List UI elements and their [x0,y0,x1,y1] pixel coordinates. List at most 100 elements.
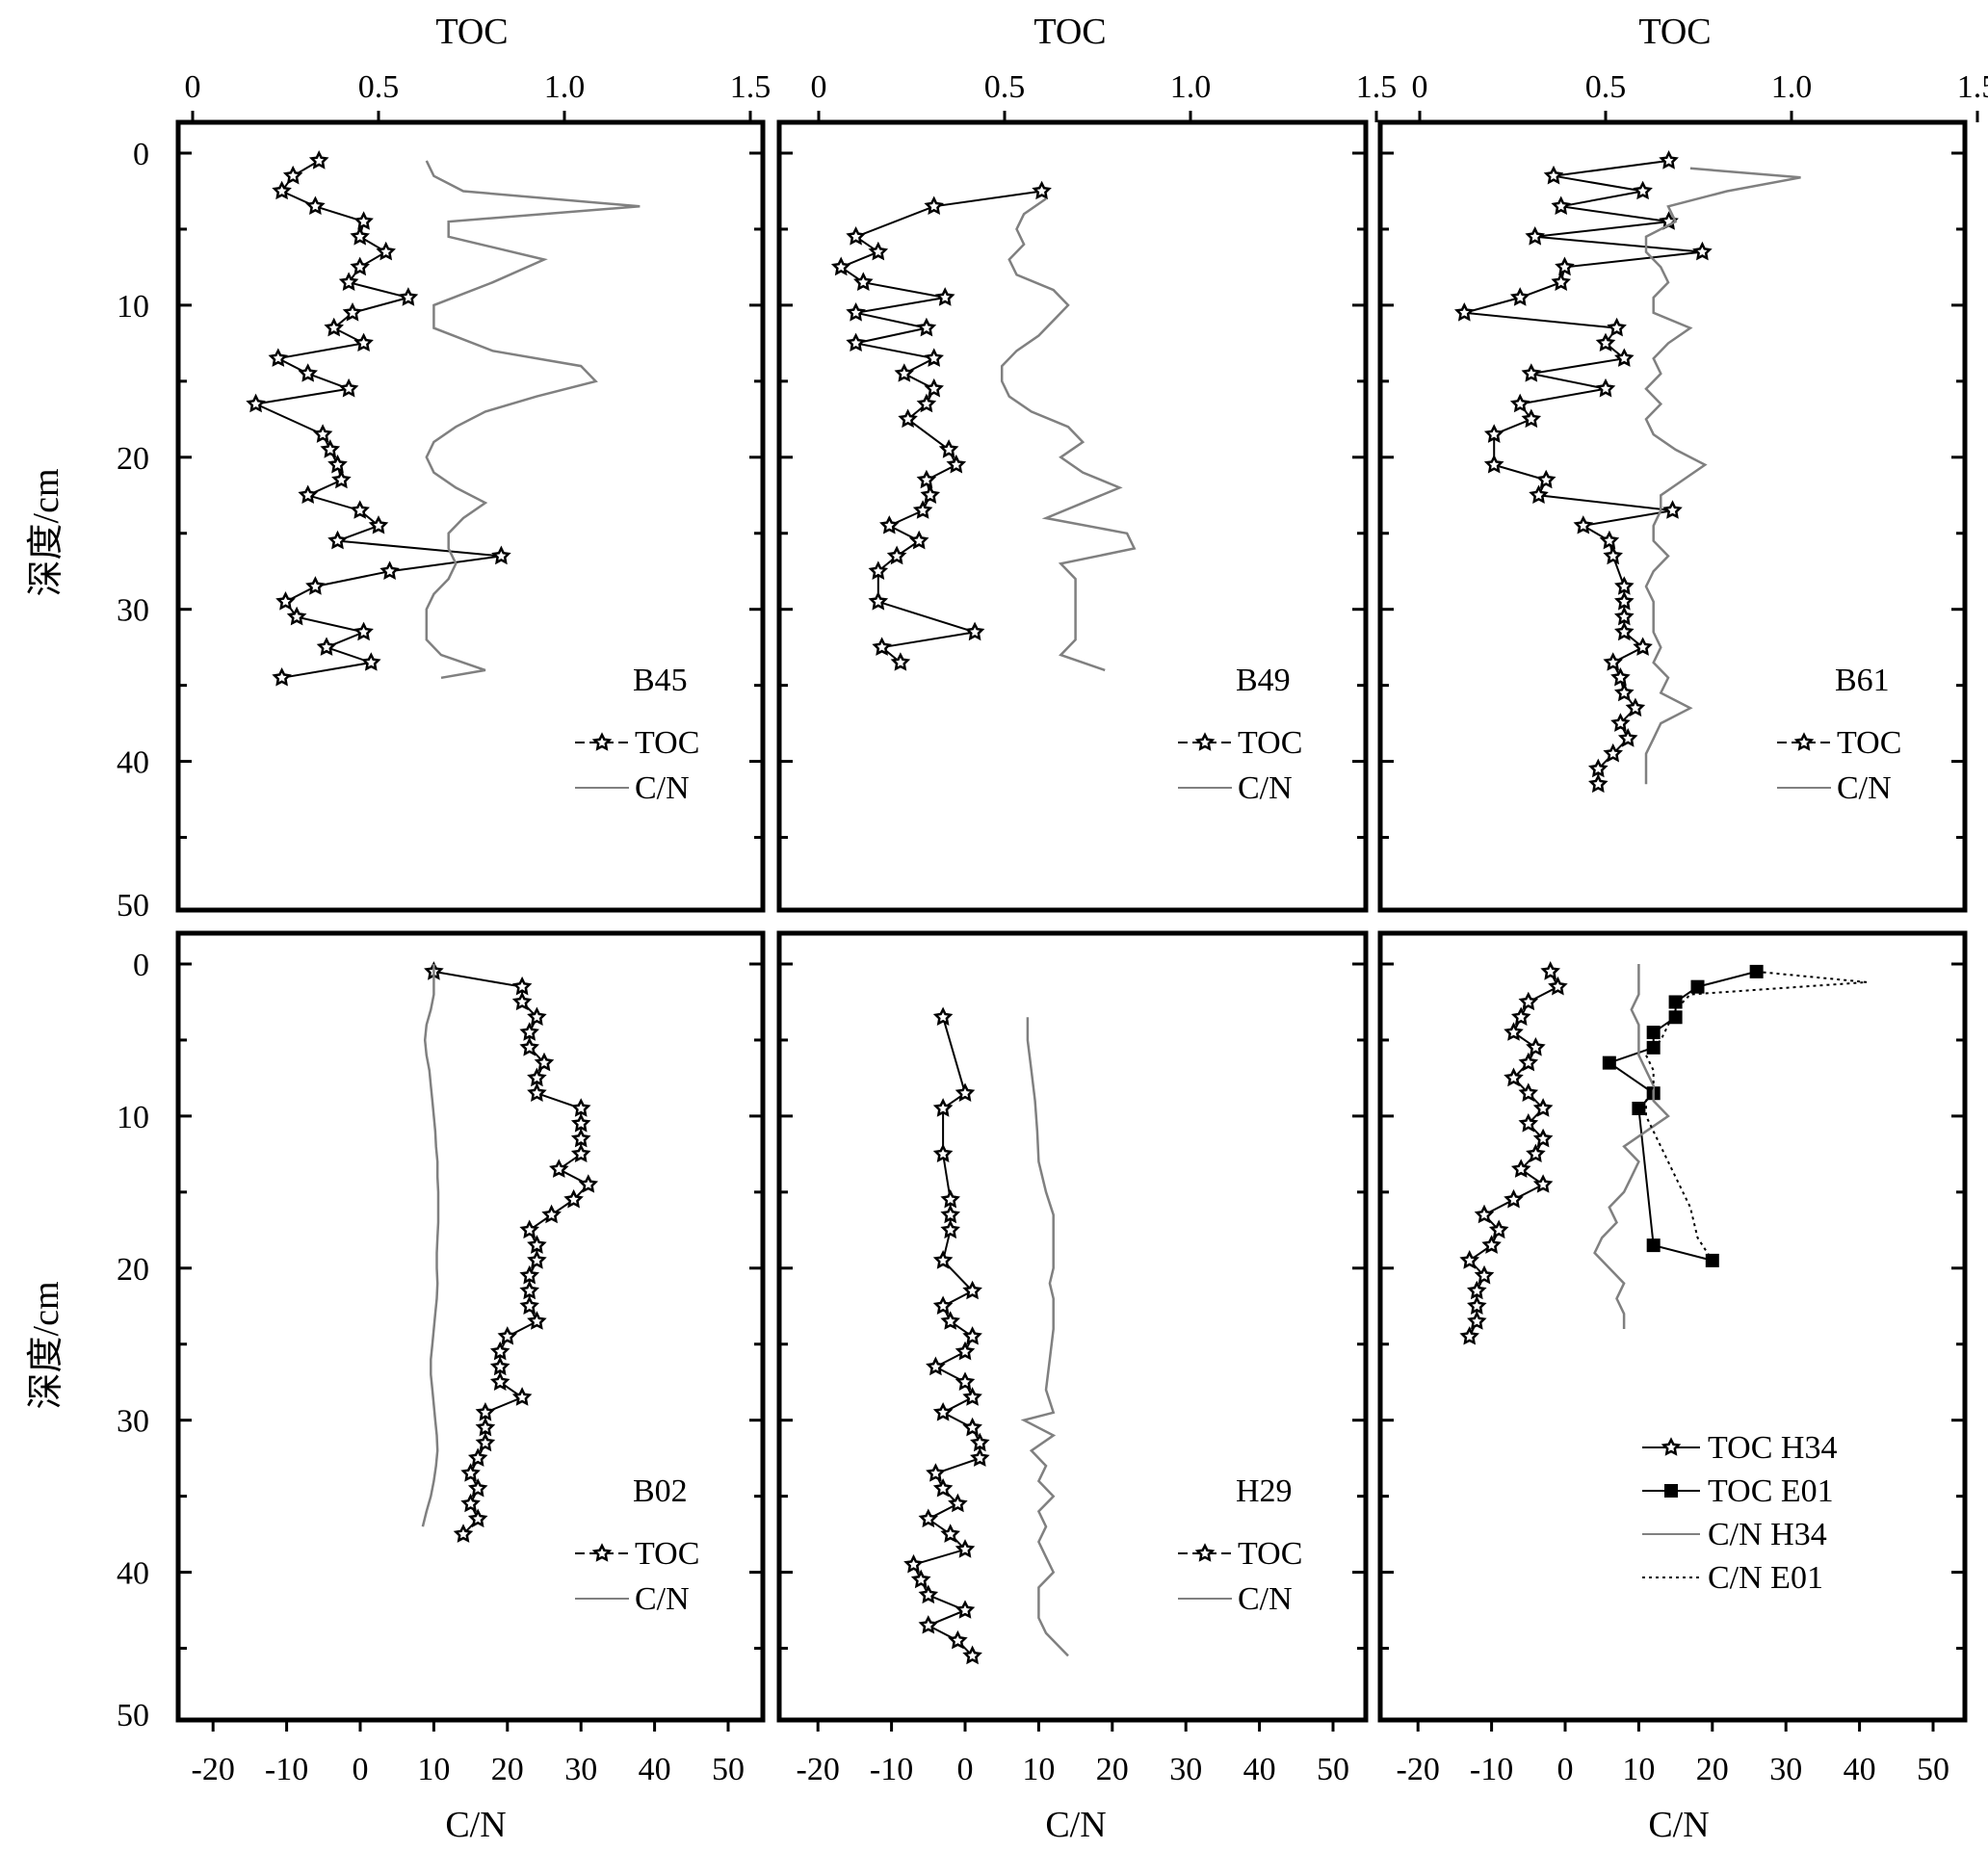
data-point [830,256,851,276]
data-point [1518,1113,1539,1133]
data-point [511,1387,533,1406]
data-point [570,1113,591,1133]
data-point [320,439,341,458]
data-point [920,484,941,504]
data-point [342,301,363,322]
data-point [1614,682,1635,702]
legend-marker [1194,1543,1216,1562]
data-point [1532,1174,1554,1193]
series-line-c-n-e01 [1644,970,1868,1262]
data-point [932,1143,954,1163]
data-point [475,1432,496,1452]
data-point [1543,165,1564,185]
legend-item: TOC E01 [1642,1473,1834,1509]
legend-item: TOC [575,1536,699,1572]
cn-tick-label: 0 [353,1752,369,1787]
data-point [286,606,307,626]
data-point [918,1584,939,1604]
data-point [1467,1295,1487,1315]
data-point [962,1280,982,1300]
legend-label: C/N [635,770,690,806]
data-point [1610,713,1631,732]
panel-top-right: 0 0.5 1.0 1.5 B61 TOC C/N [1377,69,1988,913]
cn-tick-label: 20 [491,1752,524,1787]
data-point [305,576,326,595]
data-point [940,1311,960,1330]
data-point [1614,348,1635,367]
data-point [1459,1250,1480,1269]
data-point [497,1326,518,1345]
data-point [331,469,352,489]
data-point [272,667,292,687]
data-point [353,621,374,641]
legend-item: TOC [1178,725,1302,761]
data-point [467,1478,488,1498]
top-axis-title-2: TOC [1033,12,1106,52]
data-point [246,393,266,413]
data-point [327,454,348,474]
data-point [350,500,370,519]
data-point [868,590,889,611]
cn-tick-label: 50 [1317,1752,1349,1787]
toc-tick-label: 0 [811,69,827,105]
data-point [932,1098,954,1117]
data-point [962,1645,982,1665]
data-point [519,1219,539,1239]
data-point [924,195,944,215]
data-point [1509,287,1530,306]
toc-tick-label: 1.5 [730,69,772,105]
legend-label: TOC H34 [1708,1430,1837,1466]
legend-label: C/N [1837,770,1892,806]
data-point [350,256,370,276]
data-point [1525,225,1545,246]
data-point [970,1447,990,1467]
panel-top-middle: 0 0.5 1.0 1.5 B49 TOC C/N [776,69,1397,913]
data-point [940,1188,960,1209]
data-point [1548,976,1568,996]
data-point [1573,515,1594,534]
legend-label: TOC [1837,725,1901,761]
depth-tick-label: 20 [117,1252,149,1288]
data-point [1535,469,1556,489]
toc-tick-label: 0.5 [358,69,400,105]
cn-tick-label: 10 [1022,1752,1055,1787]
data-point [467,1447,488,1467]
data-point [868,241,889,261]
depth-tick-label: 30 [117,593,149,629]
data-point [1614,621,1635,641]
data-point [312,424,333,443]
series-line-toc [433,970,590,1535]
series-line-c-n [425,160,641,680]
toc-tick-label: 1.0 [1771,69,1813,105]
data-point [955,1600,976,1619]
data-point [1504,1188,1524,1209]
cn-tick-label: 0 [957,1752,974,1787]
legend-label: TOC [635,1536,699,1572]
data-point [1646,1026,1661,1040]
data-point [924,378,944,398]
cn-tick-label: 10 [1622,1752,1655,1787]
data-point [527,1082,547,1103]
legend-marker [1664,1484,1678,1498]
cn-tick-label: -20 [192,1752,235,1787]
legend-label: C/N [1238,1581,1293,1617]
data-point [511,976,533,996]
series-line-c-n [1000,197,1137,672]
toc-tick-label: 0.5 [1585,69,1627,105]
data-point [940,1219,960,1239]
data-point [272,180,292,200]
data-point [578,1174,599,1193]
data-point [275,591,296,611]
data-point [1613,591,1635,611]
data-point [1662,500,1683,519]
data-point [962,1326,982,1345]
data-point [940,1524,960,1543]
legend-label: C/N [635,1581,690,1617]
data-point [1481,1235,1502,1254]
data-point [527,1067,547,1087]
data-point [948,1629,968,1650]
data-point [955,1371,976,1392]
legend-item: C/N [575,770,690,806]
panel-top-left: 0 10 20 30 40 50 0 0.5 1.0 1.5 B45 TOC C/N [117,69,771,924]
legend-item: TOC [1777,725,1901,761]
